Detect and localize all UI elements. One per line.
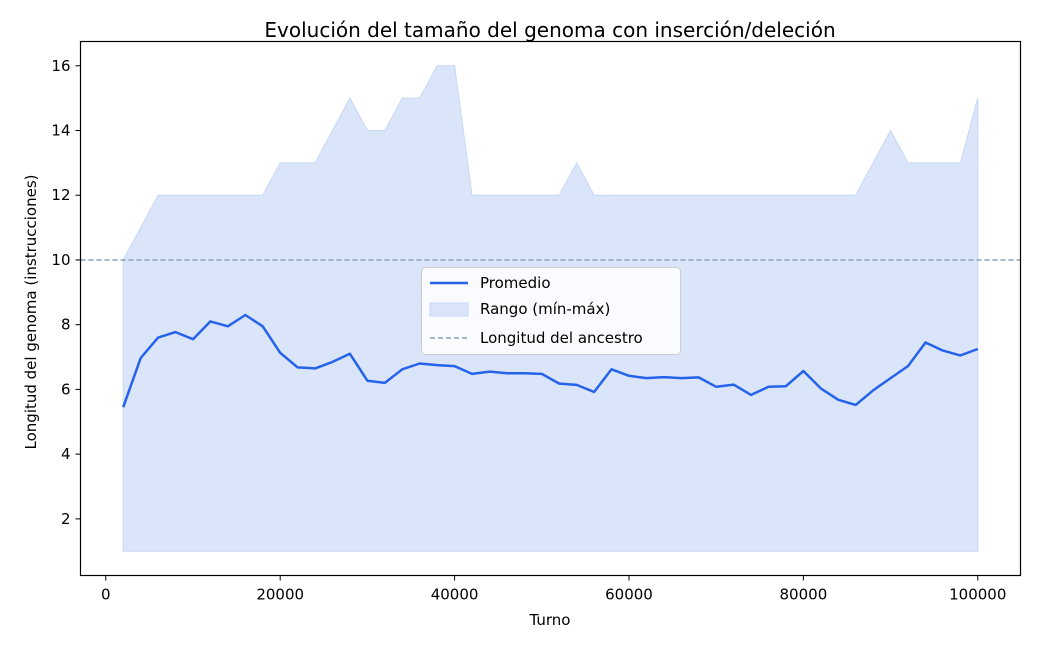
- legend-label-ancestro: Longitud del ancestro: [480, 329, 643, 347]
- x-tick-label: 80000: [780, 586, 828, 604]
- x-tick-label: 0: [101, 586, 111, 604]
- chart-title: Evolución del tamaño del genoma con inse…: [264, 18, 835, 42]
- y-tick-label: 14: [51, 122, 70, 140]
- legend-label-promedio: Promedio: [480, 274, 551, 292]
- y-tick-label: 6: [61, 380, 71, 398]
- plot-frame: [79, 40, 1022, 577]
- average-line: [122, 313, 979, 408]
- legend: Promedio Rango (mín-máx) Longitud del an…: [421, 267, 681, 355]
- y-axis-label: Longitud del genoma (instrucciones): [22, 175, 40, 450]
- y-axis: 2 4 6 8 10 12 14 16: [51, 57, 81, 528]
- y-tick-label: 4: [61, 445, 71, 463]
- y-tick-label: 2: [61, 510, 71, 528]
- y-tick-label: 16: [51, 57, 70, 75]
- y-tick-label: 12: [51, 186, 70, 204]
- x-tick-label: 20000: [256, 586, 304, 604]
- x-tick-label: 60000: [605, 586, 653, 604]
- y-tick-label: 8: [61, 316, 71, 334]
- y-tick-label: 10: [51, 251, 70, 269]
- x-axis: 0 20000 40000 60000 80000 100000: [101, 575, 1006, 604]
- x-axis-label: Turno: [529, 611, 571, 629]
- legend-box: [421, 267, 681, 355]
- legend-swatch-rango: [429, 302, 469, 317]
- x-tick-label: 40000: [431, 586, 479, 604]
- legend-label-rango: Rango (mín-máx): [480, 300, 610, 318]
- x-tick-label: 100000: [949, 586, 1006, 604]
